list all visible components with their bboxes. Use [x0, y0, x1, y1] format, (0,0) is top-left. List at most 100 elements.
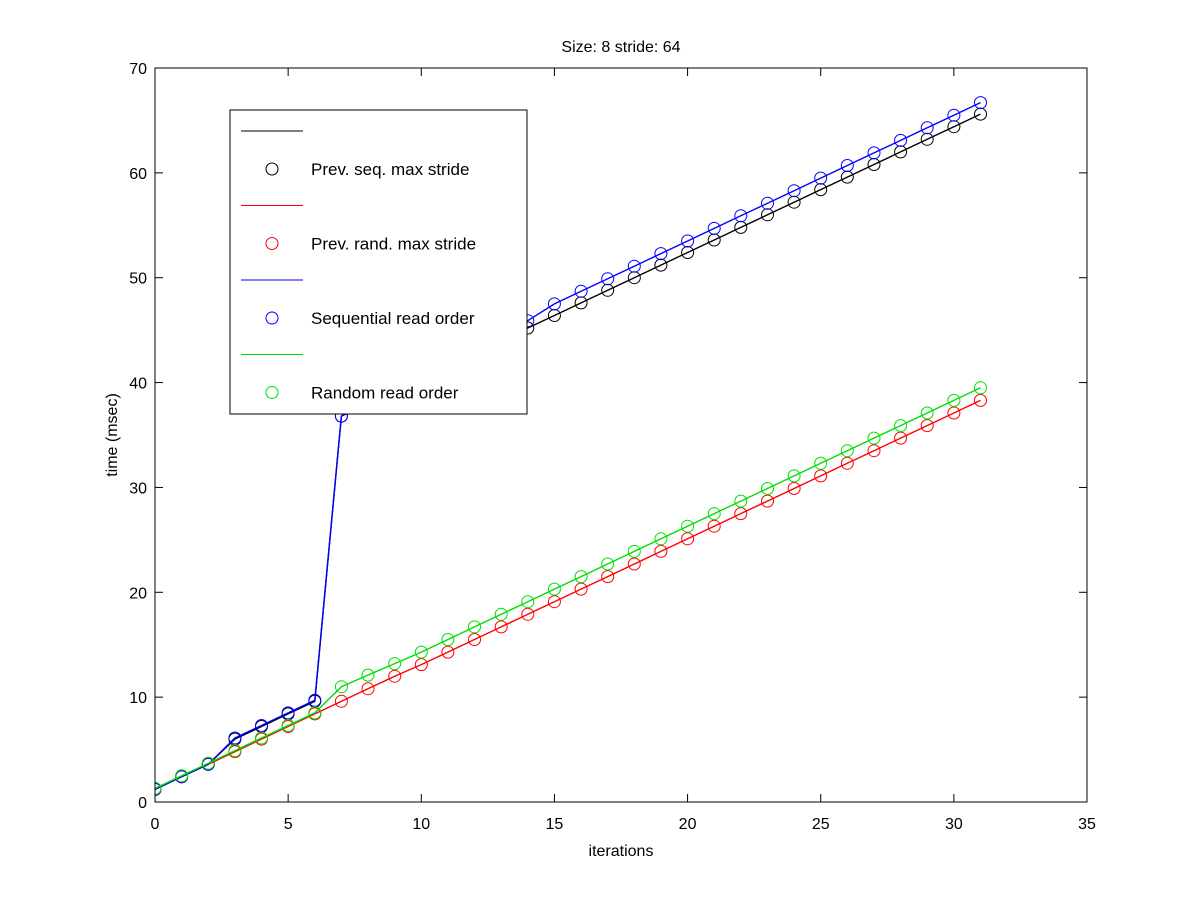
- data-point: [627, 557, 641, 571]
- plot-area-frame: [154, 67, 1088, 803]
- data-point: [707, 507, 721, 521]
- data-point: [787, 184, 801, 198]
- series-line: [155, 113, 981, 791]
- y-tick-label: 60: [129, 166, 147, 183]
- legend-marker-sample: [265, 237, 279, 250]
- data-point: [574, 284, 588, 298]
- x-tick-label: 20: [679, 816, 697, 833]
- data-point: [547, 582, 561, 596]
- data-point: [468, 633, 481, 646]
- data-point: [494, 607, 508, 621]
- data-point: [388, 657, 402, 671]
- data-point: [547, 297, 561, 311]
- data-point: [894, 133, 908, 147]
- data-point: [814, 469, 828, 483]
- data-point: [547, 595, 561, 609]
- data-point: [867, 431, 881, 445]
- legend-label: Prev. rand. max stride: [311, 235, 476, 254]
- data-point: [707, 519, 721, 533]
- data-point: [974, 96, 987, 110]
- y-tick-label: 70: [129, 61, 147, 78]
- x-axis-label: iterations: [589, 843, 654, 860]
- data-point: [308, 706, 322, 720]
- data-point: [734, 209, 748, 223]
- series-line: [155, 399, 981, 791]
- data-point: [707, 221, 721, 235]
- x-tick-label: 15: [546, 816, 564, 833]
- data-point: [840, 159, 854, 172]
- data-point: [654, 532, 668, 546]
- data-point: [201, 756, 215, 770]
- series-4: [155, 381, 987, 795]
- data-point: [574, 570, 588, 584]
- data-point: [521, 595, 535, 609]
- data-point: [654, 247, 668, 261]
- data-point: [840, 456, 854, 470]
- data-point: [175, 769, 189, 783]
- data-point: [761, 482, 774, 495]
- data-point: [334, 680, 348, 694]
- series-line: [155, 101, 981, 791]
- y-tick-label: 40: [129, 376, 147, 393]
- data-point: [334, 694, 348, 708]
- data-point: [521, 607, 535, 621]
- data-point: [947, 406, 961, 420]
- y-tick-label: 20: [129, 585, 147, 602]
- x-tick-label: 10: [412, 816, 430, 833]
- data-point: [441, 645, 455, 659]
- chart-title: Size: 8 stride: 64: [561, 39, 680, 56]
- x-tick-label: 30: [945, 816, 963, 833]
- data-point: [867, 146, 881, 160]
- legend-marker-sample: [265, 311, 279, 325]
- data-point: [894, 419, 908, 433]
- y-tick-label: 10: [129, 690, 147, 707]
- series-line: [155, 387, 981, 790]
- y-axis-label: time (msec): [104, 393, 121, 477]
- data-point: [840, 444, 854, 458]
- data-point: [681, 519, 695, 533]
- data-point: [974, 393, 987, 407]
- x-tick-label: 25: [812, 816, 830, 833]
- legend-marker-sample: [265, 162, 279, 176]
- data-point: [654, 544, 668, 558]
- data-point: [814, 456, 828, 470]
- legend-marker-sample: [265, 386, 279, 399]
- data-point: [388, 669, 402, 683]
- data-point: [627, 544, 641, 558]
- data-point: [681, 532, 695, 546]
- y-tick-label: 0: [138, 795, 147, 812]
- data-point: [601, 272, 615, 286]
- legend-box: [229, 109, 528, 415]
- y-tick-label: 30: [129, 480, 147, 497]
- data-point: [787, 482, 801, 495]
- data-point: [681, 234, 695, 248]
- data-point: [361, 668, 375, 682]
- data-point: [947, 108, 961, 122]
- data-point: [920, 121, 934, 135]
- legend-label: Prev. seq. max stride: [311, 160, 469, 179]
- data-point: [308, 693, 322, 707]
- x-tick-label: 35: [1078, 816, 1096, 833]
- data-point: [814, 171, 828, 185]
- legend-label: Random read order: [311, 384, 459, 403]
- data-point: [468, 620, 481, 634]
- data-point: [255, 731, 268, 745]
- data-point: [361, 682, 375, 696]
- x-tick-label: 0: [151, 816, 160, 833]
- data-point: [281, 706, 295, 720]
- data-point: [920, 406, 934, 420]
- legend-label: Sequential read order: [311, 309, 475, 328]
- data-point: [920, 419, 934, 433]
- data-point: [414, 645, 428, 659]
- data-point: [228, 731, 242, 745]
- x-tick-label: 5: [284, 816, 293, 833]
- data-point: [974, 381, 987, 395]
- data-point: [947, 393, 961, 407]
- data-point: [441, 633, 455, 646]
- data-point: [627, 259, 641, 273]
- data-point: [601, 557, 615, 571]
- axes-layer: 0 5 10 15 20 25 30 35 0 10 20 30 40 50 60 70: [129, 61, 1096, 833]
- data-point: [494, 620, 508, 634]
- data-point: [787, 469, 801, 483]
